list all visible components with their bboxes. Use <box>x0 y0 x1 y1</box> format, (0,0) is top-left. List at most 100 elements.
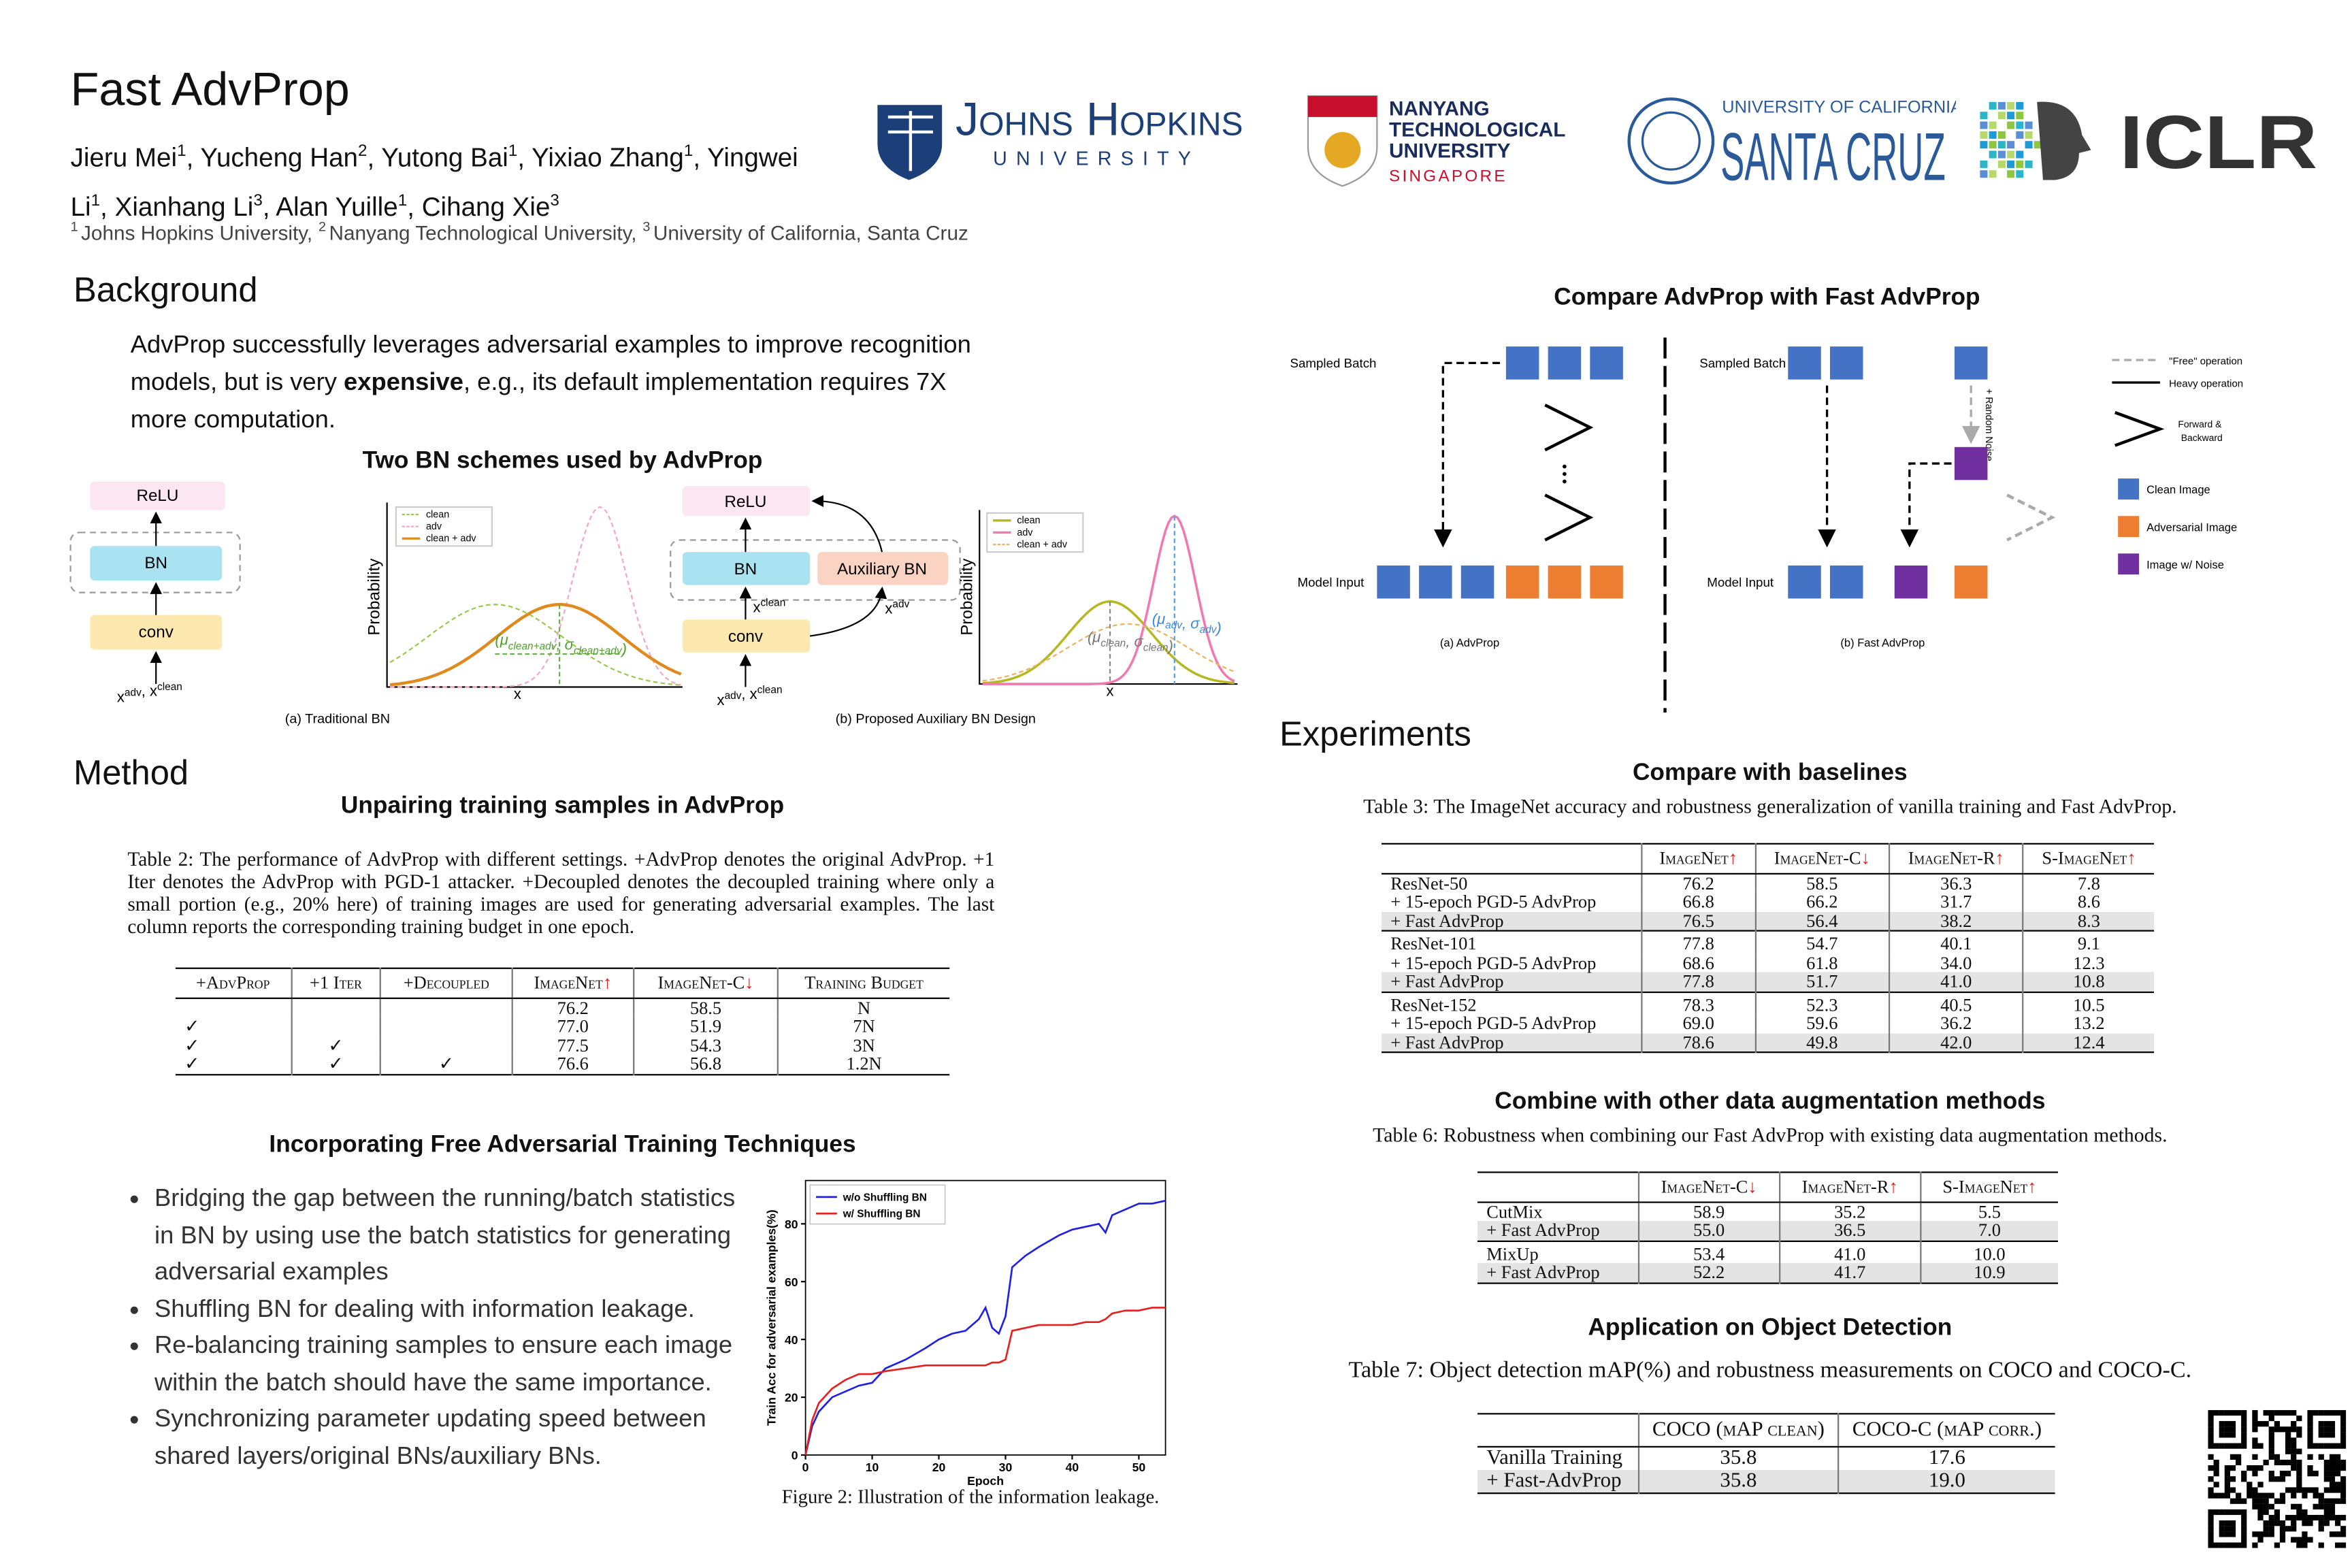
qr-cell <box>2285 1471 2291 1477</box>
mosaic-cell <box>2007 170 2015 178</box>
qr-cell <box>2219 1492 2225 1499</box>
table-cell <box>290 997 381 1017</box>
qr-cell <box>2302 1531 2308 1537</box>
logo-text: SANTA CRUZ <box>1720 119 1946 192</box>
header-arrow: ↑ <box>2027 1176 2037 1197</box>
qr-cell <box>2224 1409 2230 1416</box>
ucsc-logo: UNIVERSITY OF CALIFORNIA SANTA CRUZ <box>1627 97 1956 192</box>
crest-top <box>1307 96 1377 117</box>
annotation: (μclean+adv, σclean+adv) <box>495 632 627 657</box>
table-row: ResNet-50 76.2 58.5 36.3 7.8 <box>1382 872 2155 893</box>
table-cell <box>290 1017 381 1036</box>
table-cell: CutMix <box>1486 1200 1543 1222</box>
qr-cell <box>2334 1454 2341 1460</box>
qr-cell <box>2224 1487 2230 1493</box>
table-row: MixUp 53.4 41.0 10.0 <box>1477 1239 2059 1263</box>
table-cell: 1.2N <box>777 1054 950 1075</box>
table-caption: Table 3: The ImageNet accuracy and robus… <box>1363 795 2177 818</box>
qr-cell <box>2263 1520 2269 1526</box>
mosaic-cell <box>2025 141 2033 149</box>
qr-cell <box>2208 1514 2214 1521</box>
curve <box>982 600 1235 685</box>
y-axis-label: Train Acc for adversarial examples(%) <box>765 1209 779 1426</box>
clean-image <box>1548 346 1582 380</box>
relu-box <box>682 486 811 517</box>
qr-cell <box>2291 1454 2297 1460</box>
mosaic-cell <box>2016 160 2024 168</box>
qr-cell <box>2329 1465 2336 1471</box>
mosaic-cell <box>1980 170 1988 178</box>
box-label: Auxiliary BN <box>837 560 927 578</box>
qr-cell <box>2329 1498 2336 1504</box>
qr-cell <box>2323 1432 2330 1438</box>
dot <box>1563 472 1567 476</box>
table6-wrap: ImageNet-C↓ ImageNet-R↑ S-ImageNet↑ CutMix 5… <box>1477 1171 2059 1284</box>
affiliation-name: Johns Hopkins University, <box>81 221 313 244</box>
mosaic-cell <box>2016 131 2024 139</box>
legend-label: clean <box>426 509 449 520</box>
mosaic-cell <box>1989 131 1997 139</box>
qr-cell <box>2257 1498 2264 1504</box>
header-arrow: ↑ <box>1995 847 2004 869</box>
plot-frame <box>804 1179 1166 1456</box>
table-row: Vanilla Training 35.8 17.6 <box>1477 1446 2055 1471</box>
table-cell: 78.6 <box>1641 1032 1755 1053</box>
column-header <box>1477 1414 1639 1448</box>
table-cell: 19.0 <box>1838 1470 2055 1494</box>
diagram-label: Model Input <box>1298 575 1365 589</box>
table-cell <box>176 998 291 1017</box>
qr-cell <box>2224 1542 2230 1548</box>
qr-cell <box>2323 1421 2330 1427</box>
iclr-logo: ICLR <box>1980 101 2317 184</box>
qr-cell <box>2219 1426 2225 1433</box>
qr-cell <box>2274 1426 2280 1433</box>
mosaic-cell <box>1989 101 1997 110</box>
author-name: Cihang Xie <box>421 191 551 222</box>
qr-cell <box>2279 1526 2286 1532</box>
qr-cell <box>2329 1471 2336 1477</box>
header-arrow: ↑ <box>1728 847 1738 869</box>
qr-cell <box>2268 1454 2274 1460</box>
qr-cell <box>2329 1509 2336 1516</box>
table-cell: 10.9 <box>1919 1262 2059 1283</box>
table-cell: + Fast AdvProp <box>1381 1032 1642 1053</box>
text: , e.g., its default implementation requi… <box>130 369 947 434</box>
x-axis-label: Epoch <box>967 1474 1004 1486</box>
qr-cell <box>2274 1421 2280 1427</box>
column-header: COCO-C (mAP corr.) <box>1838 1414 2055 1448</box>
figure2-chart: 0 10 20 30 40 50 0 20 40 60 80 Epoch Train Acc for a… <box>765 1179 1166 1486</box>
affiliation-number: 3 <box>642 218 651 234</box>
legend-label: adv <box>426 521 442 532</box>
bullet-list: Bridging the gap between the running/bat… <box>127 1181 754 1475</box>
qr-cell <box>2268 1476 2274 1482</box>
legend-label: w/o Shuffling BN <box>843 1192 927 1203</box>
logo-text: TECHNOLOGICAL <box>1389 119 1565 142</box>
logo-text: UNIVERSITY <box>993 148 1200 169</box>
legend-label: Heavy operation <box>2169 378 2243 390</box>
clean-image <box>1419 565 1452 599</box>
qr-cell <box>2241 1531 2247 1537</box>
column-header: +1 Iter <box>290 968 381 998</box>
table-cell: 40.5 <box>1888 990 2023 1014</box>
curves <box>389 506 682 688</box>
qr-cell <box>2313 1443 2319 1449</box>
qr-cell <box>2296 1487 2302 1493</box>
qr-cell <box>2313 1492 2319 1499</box>
qr-cell <box>2334 1409 2341 1416</box>
header-text: S-ImageNet <box>1942 1176 2028 1197</box>
mosaic-cell <box>2025 121 2033 129</box>
annotation-text: , σ <box>556 636 574 653</box>
mosaic-cell <box>2007 112 2015 120</box>
table-row: + Fast AdvProp 52.2 41.7 10.9 <box>1477 1262 2059 1283</box>
table-cell: ✓ <box>290 1054 381 1075</box>
qr-cell <box>2208 1432 2214 1438</box>
mosaic-cell <box>2025 131 2033 139</box>
qr-cell <box>2329 1531 2336 1537</box>
qr-cell <box>2252 1465 2258 1471</box>
label-sup: clean <box>157 681 182 693</box>
clean-image <box>1830 565 1863 599</box>
arrow <box>810 586 887 637</box>
qr-cell <box>2241 1514 2247 1521</box>
y-tick-label: 60 <box>785 1275 798 1289</box>
table-cell: 34.0 <box>1888 953 2023 973</box>
